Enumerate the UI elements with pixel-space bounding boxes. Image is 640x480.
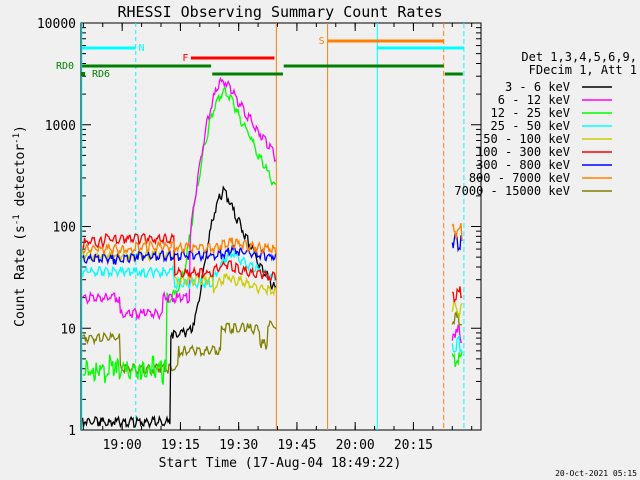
y-tick-label: 1 — [68, 424, 76, 439]
series-line — [82, 320, 277, 376]
legend-label: 25 - 50 keV — [491, 119, 570, 133]
flag-label-F: F — [182, 53, 188, 64]
x-tick-label: 20:15 — [394, 438, 433, 453]
series-line — [82, 232, 277, 282]
y-axis-label-part: -1 — [12, 214, 22, 225]
series-line — [82, 244, 277, 266]
legend-label: 6 - 12 keV — [498, 93, 570, 107]
series-line — [82, 87, 277, 385]
y-axis-label-part: Count Rate (s — [13, 225, 28, 327]
legend-header: FDecim 1, Att 1 — [529, 63, 637, 77]
y-tick-label: 10 — [60, 322, 76, 337]
y-tick-label: 100 — [53, 221, 76, 236]
flag-label-N: N — [138, 43, 144, 54]
series-line-post — [451, 324, 463, 344]
legend-label: 50 - 100 keV — [483, 132, 570, 146]
series-line — [82, 76, 277, 321]
timestamp: 20-Oct-2021 05:15 — [555, 469, 637, 478]
series-line-post — [451, 351, 463, 368]
series-line-post — [451, 310, 463, 327]
y-axis-label-part: detector — [13, 144, 28, 215]
legend-label: 12 - 25 keV — [491, 106, 570, 120]
legend-header: Det 1,3,4,5,6,9, — [521, 50, 637, 64]
x-axis-label: Start Time (17-Aug-04 18:49:22) — [159, 456, 402, 471]
x-tick-label: 19:30 — [219, 438, 258, 453]
plot-frame — [80, 22, 482, 431]
series-line — [82, 248, 277, 297]
y-tick-label: 1000 — [45, 119, 76, 134]
series-line — [81, 249, 277, 291]
series-line — [81, 185, 277, 430]
y-tick-label: 10000 — [37, 17, 76, 32]
chart-title: RHESSI Observing Summary Count Rates — [117, 3, 442, 21]
series-line — [81, 237, 277, 256]
x-tick-label: 19:00 — [103, 438, 142, 453]
legend-label: 3 - 6 keV — [505, 80, 570, 94]
x-tick-label: 19:45 — [277, 438, 316, 453]
x-tick-label: 20:00 — [336, 438, 375, 453]
series-line-post — [451, 334, 463, 354]
series-lines — [81, 76, 463, 430]
legend-label: 300 - 800 keV — [476, 158, 570, 172]
series-line-post — [451, 223, 463, 241]
legend-label: 800 - 7000 keV — [469, 171, 570, 185]
legend-label: 7000 - 15000 keV — [454, 184, 570, 198]
x-tick-label: 19:15 — [161, 438, 200, 453]
series-line-post — [451, 286, 463, 303]
y-axis-label-part: -1 — [12, 133, 22, 144]
legend-label: 100 - 300 keV — [476, 145, 570, 159]
series-line-post — [451, 233, 463, 253]
flag-dot-RD6 — [81, 72, 85, 76]
flag-label-RD6: RD6 — [92, 69, 110, 80]
flag-label-S: S — [319, 36, 325, 47]
y-axis-label: Count Rate (s-1 detector-1) — [12, 125, 28, 327]
y-axis-label-part: ) — [13, 125, 28, 133]
flag-label-RD0: RD0 — [56, 61, 74, 72]
